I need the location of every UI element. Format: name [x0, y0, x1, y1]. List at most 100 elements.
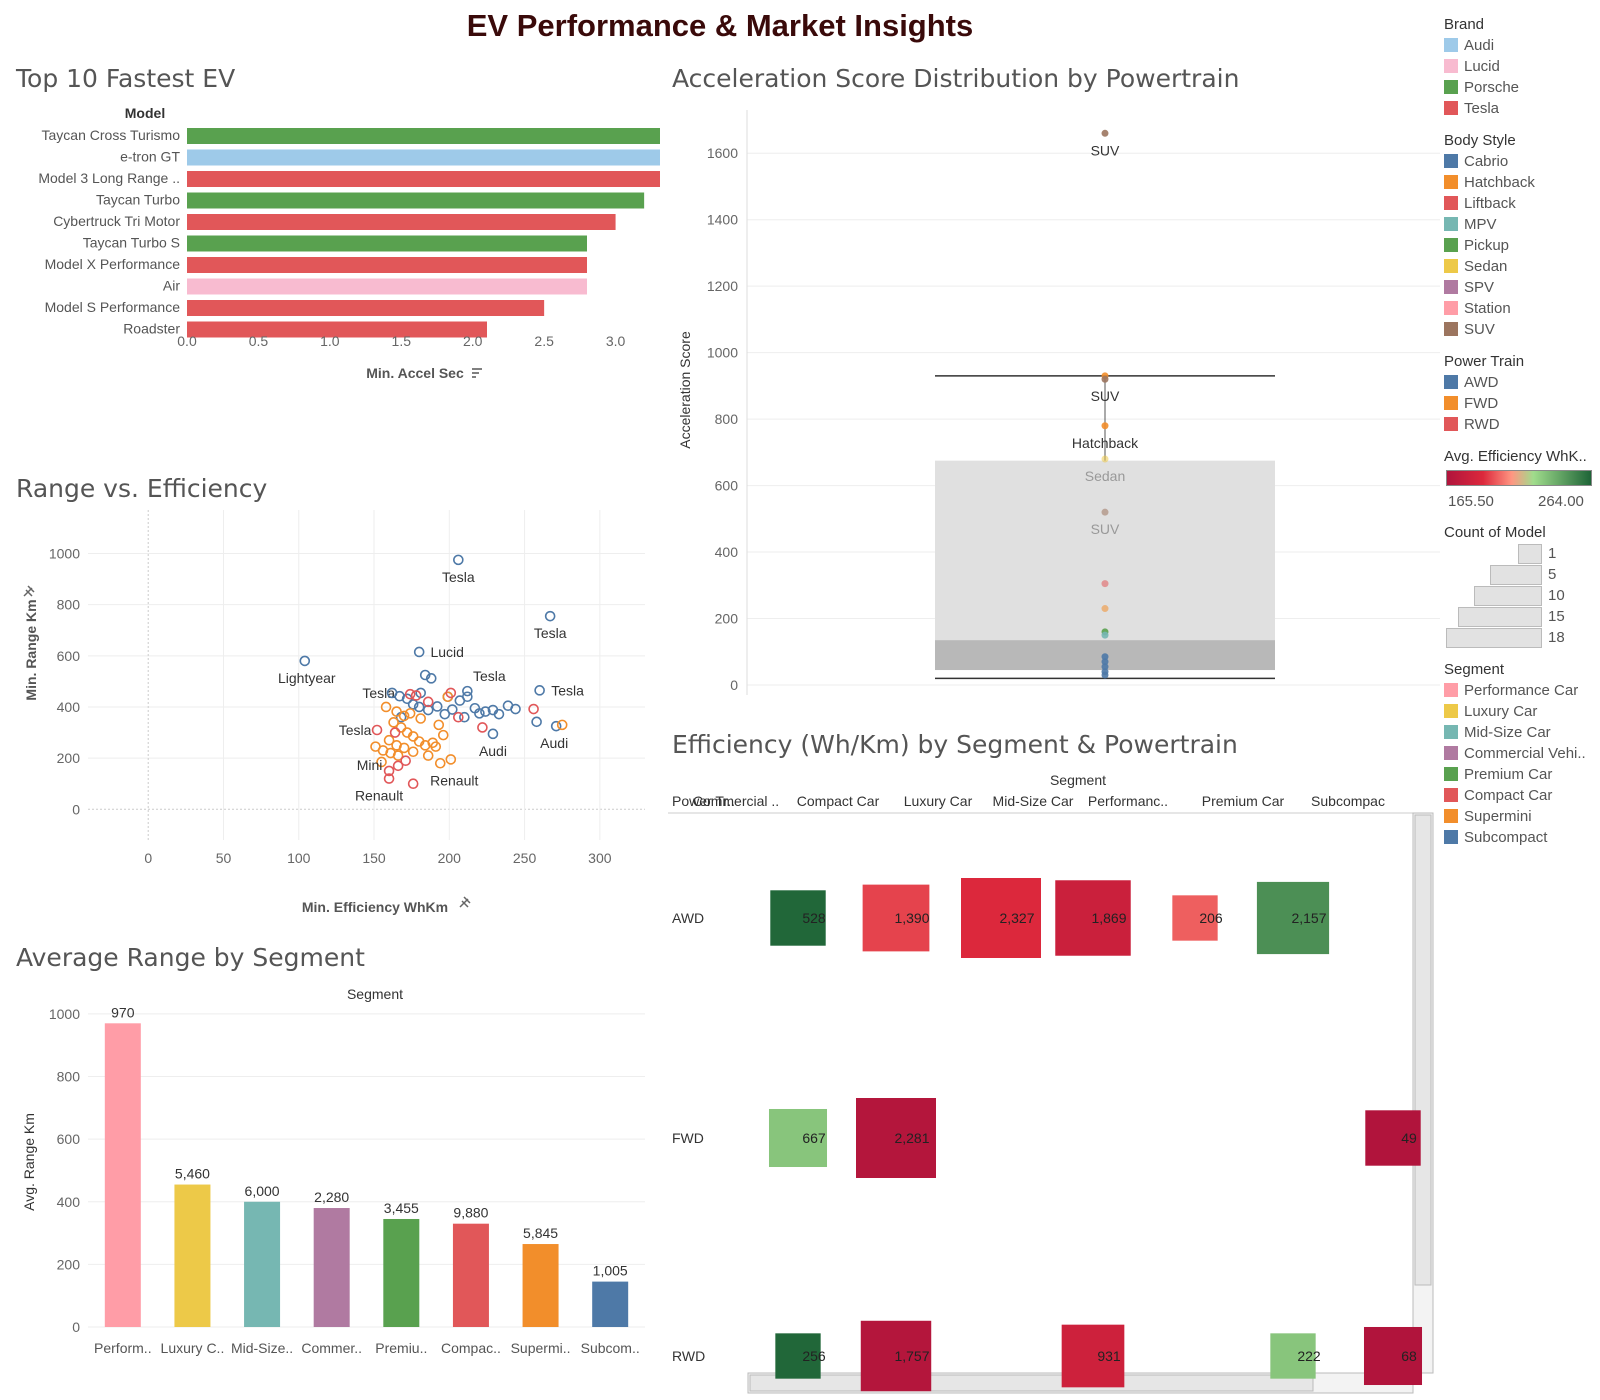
top10-category-label: Roadster	[123, 321, 180, 337]
vertical-scrollbar-thumb[interactable]	[1414, 814, 1432, 1286]
scatter-point	[453, 554, 464, 566]
legend-item[interactable]: Compact Car	[1444, 786, 1552, 806]
legend-item-label: SPV	[1464, 279, 1495, 296]
scatter-point-label: Tesla	[339, 722, 372, 738]
boxplot-chart[interactable]: Acceleration Score 0 200 400 600 800 1000 1200…	[672, 100, 1440, 710]
legend-item[interactable]: Mid-Size Car	[1444, 723, 1551, 743]
scatter-point	[439, 708, 451, 720]
scatter-point	[376, 756, 387, 768]
legend-item-label: Luxury Car	[1464, 703, 1538, 720]
legend-item[interactable]: AWD	[1444, 373, 1498, 393]
legend-swatch	[1444, 322, 1458, 336]
efficiency-cell-square	[961, 878, 1041, 958]
legend-item-label: RWD	[1464, 416, 1500, 433]
scatter-point	[383, 773, 395, 784]
scatter-title: Range vs. Efficiency	[16, 474, 268, 503]
horizontal-scrollbar-thumb[interactable]	[749, 1374, 1314, 1392]
scatter-point	[528, 703, 539, 715]
pin-icon[interactable]	[459, 896, 471, 908]
efficiency-column-header: Luxury Car	[904, 793, 973, 809]
scatter-x-tick: 300	[588, 850, 612, 866]
legend-item[interactable]: SUV	[1444, 320, 1495, 340]
legend-item[interactable]: Cabrio	[1444, 152, 1508, 172]
avg-range-bar	[522, 1244, 559, 1327]
legend-swatch	[1444, 725, 1458, 739]
scatter-point-label: Tesla	[473, 668, 506, 684]
legend-swatch	[1444, 417, 1458, 431]
scatter-point	[556, 719, 568, 731]
sort-desc-icon[interactable]	[470, 366, 484, 380]
legend-item-label: SUV	[1464, 321, 1495, 338]
legend-item[interactable]: Subcompact	[1444, 828, 1547, 848]
avg-range-category-label: Subcom..	[581, 1340, 640, 1356]
legend-item[interactable]: Premium Car	[1444, 765, 1552, 785]
size-legend-box	[1518, 544, 1542, 564]
avg-range-bar-label: 9,880	[453, 1205, 488, 1221]
efficiency-cell-label: 49	[1401, 1130, 1417, 1146]
legend-item[interactable]: Liftback	[1444, 194, 1516, 214]
legend-swatch	[1444, 767, 1458, 781]
legend-item[interactable]: Commercial Vehi..	[1444, 744, 1586, 764]
legend-item[interactable]: Sedan	[1444, 257, 1507, 277]
legend-item[interactable]: Lucid	[1444, 57, 1500, 77]
legend-title: Power Train	[1444, 353, 1525, 370]
avg-range-chart[interactable]: Segment Avg. Range Km 0 200 400 600 800 1000 9…	[0, 982, 665, 1397]
efficiency-cell: 2,327	[961, 878, 1041, 958]
top10-chart[interactable]: Model Min. Accel Sec Taycan Cross Turism…	[0, 100, 660, 390]
legend-item[interactable]: Pickup	[1444, 236, 1509, 256]
efficiency-column-header: Subcompac	[1311, 793, 1385, 809]
avg-range-bar	[592, 1281, 629, 1327]
efficiency-row-header: Power Tr..	[672, 793, 735, 809]
legend-item[interactable]: Tesla	[1444, 99, 1499, 119]
legend-item[interactable]: SPV	[1444, 278, 1494, 298]
avg-range-title: Average Range by Segment	[16, 943, 365, 972]
efficiency-cell: 528	[770, 890, 826, 946]
legend-item[interactable]: RWD	[1444, 415, 1500, 435]
legend-item[interactable]: Hatchback	[1444, 173, 1535, 193]
efficiency-cell: 667	[768, 1108, 828, 1168]
efficiency-cell: 206	[1172, 895, 1223, 941]
legend-item-label: MPV	[1464, 216, 1497, 233]
scatter-point	[462, 685, 473, 697]
avg-range-bar-label: 1,005	[593, 1263, 628, 1279]
legend-item[interactable]: Station	[1444, 299, 1511, 319]
legend-item-label: Compact Car	[1464, 787, 1553, 804]
efficiency-column-header: Commercial ..	[693, 793, 779, 809]
avg-range-bar-label: 5,460	[175, 1166, 210, 1182]
efficiency-row-label: AWD	[672, 910, 704, 926]
boxplot-point-label: SUV	[1091, 388, 1120, 404]
legend-item[interactable]: Audi	[1444, 36, 1494, 56]
scatter-point-label: Lightyear	[278, 670, 336, 686]
scatter-point-label: Tesla	[362, 685, 395, 701]
legend-item[interactable]: Supermini	[1444, 807, 1532, 827]
pin-icon[interactable]	[23, 585, 35, 597]
boxplot-y-tick: 1600	[707, 145, 738, 161]
legend-item[interactable]: MPV	[1444, 215, 1497, 235]
efficiency-cell: 1,390	[862, 884, 930, 952]
scatter-point	[447, 704, 458, 715]
boxplot-y-tick: 1200	[707, 278, 738, 294]
avg-range-bar	[104, 1023, 141, 1327]
boxplot-point	[1101, 671, 1109, 679]
legend-item[interactable]: FWD	[1444, 394, 1498, 414]
scatter-point	[392, 760, 404, 772]
boxplot-point-label: SUV	[1091, 142, 1120, 158]
top10-x-tick: 0.5	[249, 333, 269, 349]
scatter-point	[383, 765, 395, 777]
efficiency-chart[interactable]: Segment Power Tr.. Commercial .. Compact …	[668, 768, 1440, 1400]
scatter-point	[433, 719, 445, 731]
legend-item-label: Premium Car	[1464, 766, 1553, 783]
boxplot-title: Acceleration Score Distribution by Power…	[672, 64, 1240, 93]
legend-item[interactable]: Porsche	[1444, 78, 1519, 98]
scatter-chart[interactable]: Min. Efficiency WhKm Min. Range Km 0 200 4…	[0, 510, 665, 920]
legend-item[interactable]: Performance Car	[1444, 681, 1578, 701]
efficiency-cell: 222	[1270, 1333, 1321, 1379]
efficiency-cell-square	[860, 1320, 932, 1392]
scatter-point	[422, 696, 434, 708]
scatter-point	[422, 750, 434, 761]
efficiency-column-header: Performanc..	[1088, 793, 1168, 809]
legend-item[interactable]: Luxury Car	[1444, 702, 1537, 722]
top10-x-tick: 2.0	[463, 333, 483, 349]
efficiency-cell-label: 1,390	[894, 910, 929, 926]
scatter-x-label: Min. Efficiency WhKm	[302, 899, 448, 915]
